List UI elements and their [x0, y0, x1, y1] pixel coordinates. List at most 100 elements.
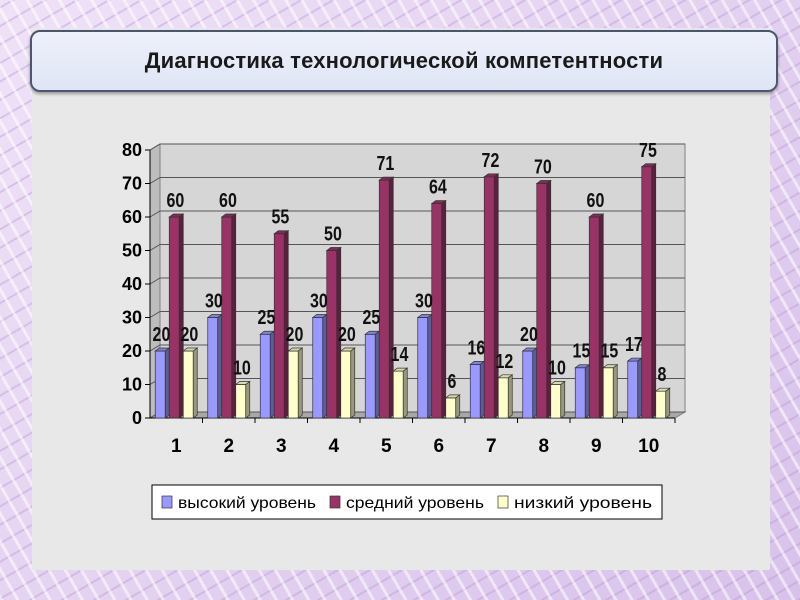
x-tick-label: 9 — [591, 436, 602, 457]
data-label: 8 — [657, 364, 666, 386]
bar — [364, 330, 381, 419]
bar — [654, 387, 671, 419]
legend-swatch — [497, 495, 509, 509]
bar-side — [374, 330, 380, 419]
bar-front — [312, 317, 324, 419]
bar-side — [598, 213, 604, 419]
gridline — [149, 177, 685, 184]
bar-front — [235, 384, 247, 419]
data-label: 20 — [520, 323, 538, 345]
legend-box — [151, 484, 663, 520]
bar-front — [392, 370, 404, 419]
x-tick-label: 3 — [276, 436, 287, 457]
bar-front — [326, 250, 338, 419]
bar-front — [417, 317, 429, 419]
bar-side — [560, 380, 566, 419]
data-label: 25 — [363, 307, 381, 329]
y-tick-label: 20 — [122, 341, 142, 361]
bar-side — [164, 347, 170, 419]
data-label: 60 — [219, 189, 237, 211]
bar-side — [297, 347, 303, 419]
bar — [497, 374, 514, 419]
page-title: Диагностика технологической компетентнос… — [144, 48, 664, 73]
y-tick-label: 0 — [132, 408, 142, 428]
data-label: 15 — [573, 340, 591, 362]
bar-front — [641, 166, 653, 419]
chart-bars — [154, 163, 671, 419]
y-tick-label: 40 — [122, 274, 142, 294]
legend-label: низкий уровень — [514, 495, 652, 512]
chart-data-labels: 20 60 20 30 60 10 25 55 20 30 50 20 25 71 14 30 64 6 16 72 1… — [153, 139, 667, 392]
data-label: 15 — [601, 340, 619, 362]
bar-side — [584, 364, 590, 419]
bar — [549, 380, 566, 419]
y-tick-label: 30 — [122, 308, 142, 328]
data-label: 20 — [181, 323, 199, 345]
bar-front — [182, 350, 194, 419]
bar — [234, 380, 251, 419]
legend-label: высокий уровень — [178, 495, 316, 512]
chart-area: 0 10 20 30 40 50 60 70 80 1 2 3 4 5 6 7 8 9 10 20 60 20 30 60 1… — [110, 139, 710, 540]
bar-side — [455, 394, 461, 419]
bar-front — [483, 176, 495, 419]
bar — [182, 347, 199, 419]
bar-side — [665, 387, 671, 419]
data-label: 60 — [167, 189, 185, 211]
bar-front — [221, 216, 233, 419]
bar — [430, 199, 447, 419]
data-label: 55 — [272, 206, 290, 228]
bar — [483, 173, 500, 419]
bar — [259, 330, 276, 419]
bar-front — [627, 360, 639, 419]
bar-front — [287, 350, 299, 419]
bar-front — [574, 367, 586, 419]
x-tick-label: 5 — [381, 436, 392, 457]
bar-side — [441, 199, 447, 419]
bar — [168, 213, 185, 419]
bar — [535, 179, 552, 419]
data-label: 50 — [324, 223, 342, 245]
bar-front — [469, 364, 481, 419]
bar-front — [522, 350, 534, 419]
bar-side — [178, 213, 184, 419]
bar — [626, 357, 643, 419]
data-label: 14 — [391, 343, 409, 365]
data-label: 72 — [482, 149, 500, 171]
data-label: 70 — [534, 156, 552, 178]
bar-side — [546, 179, 552, 419]
bar-front — [497, 377, 509, 419]
bar — [574, 364, 591, 419]
data-label: 25 — [258, 307, 276, 329]
data-label: 64 — [429, 176, 447, 198]
bar — [287, 347, 304, 419]
legend-swatch — [161, 495, 173, 509]
x-tick-label: 8 — [538, 436, 549, 457]
data-label: 71 — [377, 152, 395, 174]
bar — [469, 360, 486, 419]
bar-side — [427, 313, 433, 419]
y-tick-label: 80 — [122, 140, 142, 160]
bar-front — [340, 350, 352, 419]
gridline — [149, 143, 685, 151]
legend-label: средний уровень — [346, 495, 484, 512]
bar — [206, 313, 223, 419]
data-label: 17 — [625, 333, 643, 355]
data-label: 75 — [639, 140, 657, 161]
data-label: 10 — [233, 357, 251, 379]
bar-side — [388, 176, 394, 419]
gridline — [149, 344, 685, 352]
bar-front — [431, 203, 443, 419]
y-tick-label: 50 — [122, 241, 142, 261]
data-label: 30 — [415, 290, 433, 312]
bar-front — [536, 183, 548, 419]
y-tick-label: 60 — [122, 207, 142, 227]
bar-front — [207, 317, 219, 419]
bar-side — [245, 380, 251, 419]
data-label: 30 — [310, 290, 328, 312]
bar-front — [602, 367, 614, 419]
data-label: 6 — [447, 370, 456, 392]
bar — [311, 313, 328, 419]
y-tick-label: 70 — [122, 174, 142, 194]
bar-side — [217, 313, 223, 419]
